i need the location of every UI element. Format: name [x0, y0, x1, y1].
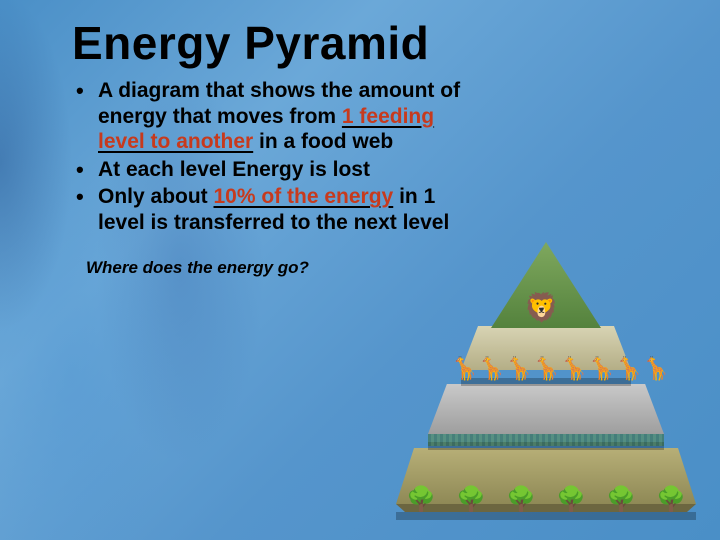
energy-pyramid-graphic: 🦁 🦒🦒🦒🦒🦒🦒🦒🦒 🌳🌳🌳🌳🌳🌳 [386, 210, 706, 520]
grass-strip [428, 434, 664, 446]
giraffe-row: 🦒🦒🦒🦒🦒🦒🦒🦒 [451, 356, 641, 382]
bullet-3-emph: 10% of the energy [214, 185, 394, 208]
giraffe-icon: 🦒 [615, 356, 642, 382]
giraffe-icon: 🦒 [506, 356, 533, 382]
bullet-2-pre: At each level Energy is lost [98, 158, 370, 181]
giraffe-icon: 🦒 [561, 356, 588, 382]
sub-question: Where does the energy go? [86, 258, 686, 278]
slide-title: Energy Pyramid [72, 16, 686, 70]
giraffe-icon: 🦒 [533, 356, 560, 382]
tree-icon: 🌳 [406, 485, 436, 514]
bullet-1-post: in a food web [253, 130, 393, 153]
giraffe-icon: 🦒 [478, 356, 505, 382]
giraffe-icon: 🦒 [588, 356, 615, 382]
bullet-list: A diagram that shows the amount of energ… [72, 78, 472, 236]
tree-icon: 🌳 [506, 485, 536, 514]
tree-icon: 🌳 [556, 485, 586, 514]
slide-body: Energy Pyramid A diagram that shows the … [44, 6, 714, 534]
bullet-1: A diagram that shows the amount of energ… [72, 78, 472, 155]
pyramid-tier-4-apex [491, 242, 601, 328]
tree-icon: 🌳 [606, 485, 636, 514]
tree-icon: 🌳 [656, 485, 686, 514]
bullet-3: Only about 10% of the energy in 1 level … [72, 184, 472, 235]
giraffe-icon: 🦒 [451, 356, 478, 382]
tree-icon: 🌳 [456, 485, 486, 514]
giraffe-icon: 🦒 [643, 356, 670, 382]
pyramid-tier-1 [396, 448, 696, 520]
bullet-3-pre: Only about [98, 185, 214, 208]
tree-row: 🌳 🌳 🌳 🌳 🌳 🌳 [396, 485, 696, 514]
lion-icon: 🦁 [524, 291, 559, 324]
pyramid-tier-3 [461, 326, 631, 386]
pyramid-tier-2 [428, 384, 664, 450]
bullet-2: At each level Energy is lost [72, 157, 472, 183]
